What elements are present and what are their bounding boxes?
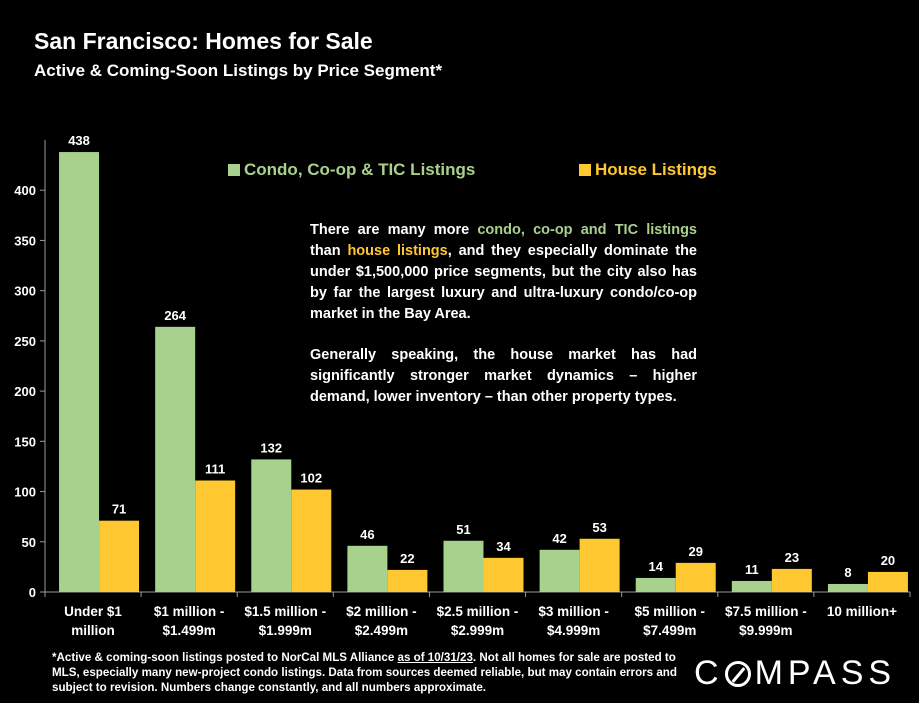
bar-condo [251,459,292,592]
data-label-house: 22 [400,551,414,566]
x-tick-label: Under $1 [64,604,122,619]
x-tick-label: $5 million - [634,604,705,619]
footnote-date: as of 10/31/23 [397,651,473,664]
data-label-condo: 42 [552,531,566,546]
annotation-segment-0: There are many more [310,222,478,238]
data-label-house: 29 [688,544,702,559]
bar-condo [443,540,484,592]
x-tick-label: $1.5 million - [244,604,326,619]
x-tick-label: $9.999m [739,623,792,638]
bar-house [291,489,332,592]
x-tick-label: $7.5 million - [725,604,807,619]
footnote-text-1: *Active & coming-soon listings posted to… [52,651,398,664]
x-tick-label: $1.999m [259,623,312,638]
data-label-house: 20 [881,553,895,568]
legend-label-condo: Condo, Co-op & TIC Listings [244,160,476,179]
x-tick-label: $1 million - [154,604,225,619]
chart-annotation: There are many more condo, co-op and TIC… [310,220,697,408]
footnote-text-2: . Not all homes for sale are posted to M… [52,651,677,694]
annotation-segment-1: condo, co-op and TIC listings [477,222,697,238]
data-label-condo: 8 [844,565,851,580]
x-tick-label: $7.499m [643,623,696,638]
x-tick-label: $2.5 million - [437,604,519,619]
bar-condo [59,152,100,592]
x-tick-label: $2.499m [355,623,408,638]
data-label-condo: 14 [648,559,663,574]
bar-house [675,562,716,592]
bar-condo [155,326,196,592]
bar-house [99,520,140,592]
bar-house [579,538,620,592]
annotation-segment-4: , and they especially dominate the under… [310,243,697,322]
annotation-segment-3: house listings [347,243,448,259]
data-label-condo: 132 [260,440,282,455]
footnote: *Active & coming-soon listings posted to… [52,650,680,695]
x-tick-label: million [71,623,115,638]
x-tick-label: $3 million - [538,604,609,619]
y-tick-label: 350 [14,233,36,248]
x-tick-label: $1.499m [163,623,216,638]
chart-subtitle: Active & Coming-Soon Listings by Price S… [34,61,443,80]
data-label-condo: 46 [360,527,374,542]
data-label-house: 34 [496,539,511,554]
compass-logo: C MPASS [694,654,896,693]
legend-swatch-house [579,164,591,176]
bar-condo [731,580,772,592]
bar-house [483,557,524,592]
x-tick-label: $4.999m [547,623,600,638]
chart-title: San Francisco: Homes for Sale [34,28,373,54]
data-label-house: 23 [785,550,799,565]
bar-house [195,480,236,592]
logo-text-start: C [694,654,724,692]
y-tick-label: 250 [14,334,36,349]
y-tick-label: 0 [29,585,36,600]
bar-condo [635,577,676,592]
bar-condo [539,549,580,592]
y-tick-label: 100 [14,485,36,500]
y-tick-label: 300 [14,284,36,299]
x-tick-label: $2 million - [346,604,417,619]
legend-house: House Listings [579,160,717,180]
data-label-house: 111 [205,462,225,477]
data-label-condo: 438 [68,133,90,148]
bar-condo [827,583,868,592]
compass-o-icon [724,660,751,687]
bar-chart: 0 50 100 150 200 250 300 350 400 438 71 Under $1 mil… [14,133,911,638]
data-label-condo: 11 [745,562,759,577]
data-label-condo: 51 [456,522,470,537]
data-label-house: 71 [112,502,126,517]
logo-text-end: MPASS [754,654,897,692]
data-label-house: 102 [300,471,322,486]
data-label-condo: 264 [164,308,186,323]
legend-swatch-condo [228,164,240,176]
annotation-segment-2: than [310,243,348,259]
legend-label-house: House Listings [595,160,717,179]
annotation-paragraph-2: Generally speaking, the house market has… [310,347,697,405]
x-tick-label: $2.999m [451,623,504,638]
x-tick-label: 10 million+ [827,604,897,619]
annotation-paragraph-1: There are many more condo, co-op and TIC… [310,220,697,325]
bar-house [867,571,908,592]
y-tick-label: 200 [14,384,36,399]
bar-house [387,569,428,592]
y-tick-label: 400 [14,183,36,198]
bar-condo [347,545,388,592]
bar-house [771,568,812,592]
legend-condo: Condo, Co-op & TIC Listings [228,160,475,180]
y-tick-label: 150 [14,434,36,449]
y-tick-label: 50 [22,535,36,550]
data-label-house: 53 [592,520,606,535]
